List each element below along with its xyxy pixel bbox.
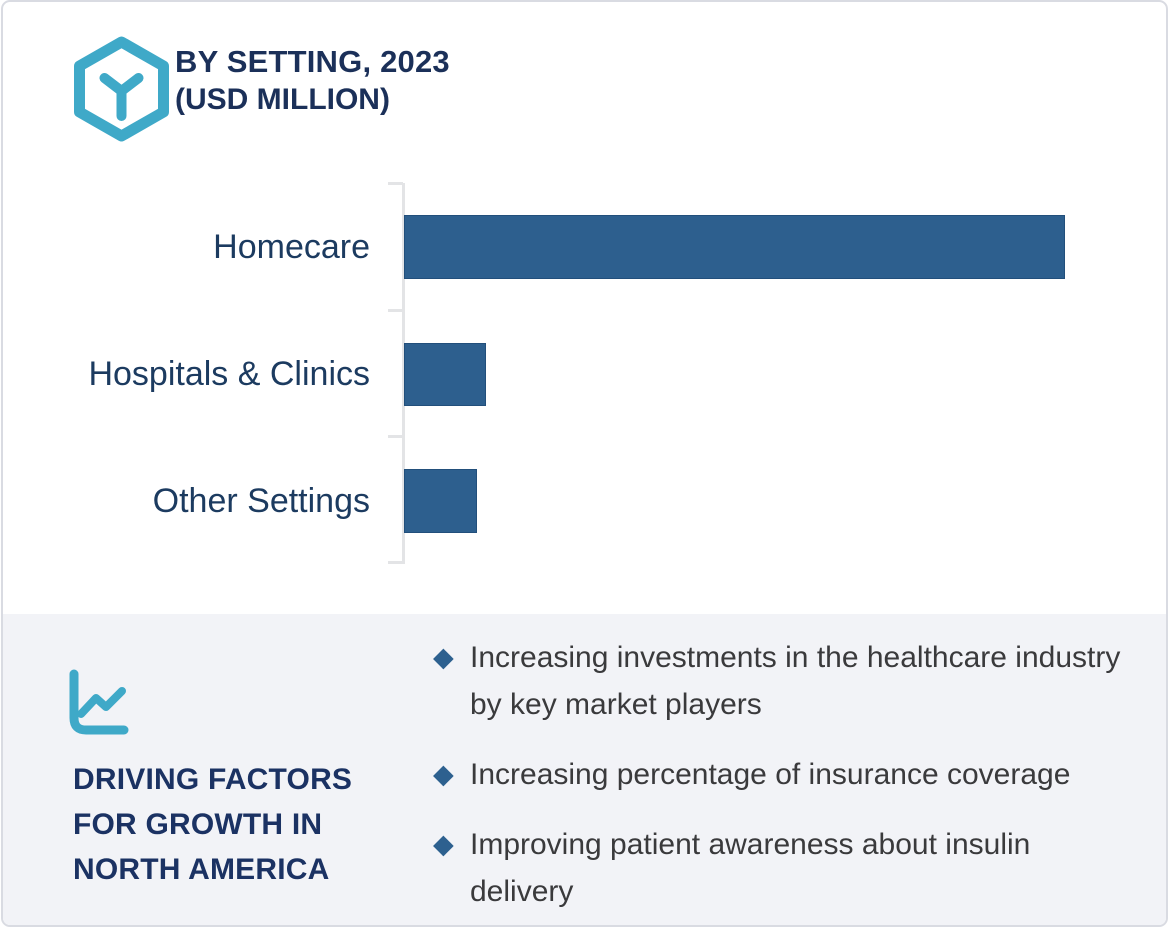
diamond-bullet-icon: ◆: [433, 759, 454, 789]
hexagon-y-icon: [71, 36, 172, 147]
y-axis-line: [402, 183, 405, 564]
axis-tick: [388, 561, 403, 564]
factor-text: Increasing percentage of insurance cover…: [470, 758, 1071, 791]
axis-tick: [388, 435, 403, 438]
heading-line: NORTH AMERICA: [73, 853, 330, 886]
diamond-bullet-icon: ◆: [433, 642, 454, 672]
heading-line: FOR GROWTH IN: [73, 808, 323, 841]
factor-text: Increasing investments in the healthcare…: [470, 641, 1121, 721]
line-chart-icon: [66, 668, 130, 743]
list-item: ◆ Increasing investments in the healthca…: [433, 634, 1123, 728]
driving-factors-panel: DRIVING FACTORS FOR GROWTH IN NORTH AMER…: [3, 614, 1166, 925]
category-label: Other Settings: [152, 481, 370, 520]
chart-subtitle: (USD MILLION): [175, 83, 390, 116]
axis-tick: [388, 309, 403, 312]
driving-factors-heading: DRIVING FACTORS FOR GROWTH IN NORTH AMER…: [73, 757, 352, 892]
chart-header: BY SETTING, 2023 (USD MILLION): [175, 42, 450, 119]
diamond-bullet-icon: ◆: [433, 829, 454, 859]
heading-line: DRIVING FACTORS: [73, 763, 353, 796]
chart-bar: [404, 469, 477, 533]
chart-bar: [404, 215, 1065, 279]
bar-row: Other Settings: [3, 469, 1166, 533]
bar-row: Homecare: [3, 215, 1166, 279]
bar-chart: BY SETTING, 2023 (USD MILLION) Homecare …: [3, 2, 1166, 616]
list-item: ◆ Increasing percentage of insurance cov…: [433, 751, 1123, 798]
bar-row: Hospitals & Clinics: [3, 343, 1166, 406]
chart-bar: [404, 343, 486, 406]
driving-factors-list: ◆ Increasing investments in the healthca…: [433, 634, 1123, 925]
list-item: ◆ Improving patient awareness about insu…: [433, 821, 1123, 915]
category-label: Homecare: [213, 227, 370, 266]
chart-title: BY SETTING, 2023: [175, 44, 450, 79]
category-label: Hospitals & Clinics: [88, 355, 370, 393]
factor-text: Improving patient awareness about insuli…: [470, 828, 1031, 908]
axis-tick: [388, 182, 403, 185]
